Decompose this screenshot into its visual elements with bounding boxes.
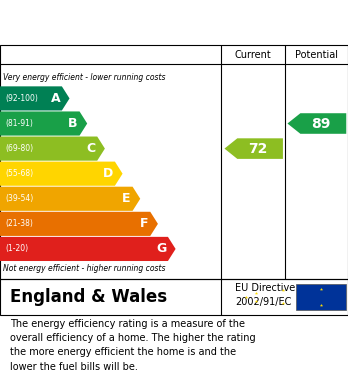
Text: (55-68): (55-68): [5, 169, 33, 178]
Text: England & Wales: England & Wales: [10, 288, 168, 306]
Polygon shape: [0, 187, 140, 211]
Polygon shape: [0, 86, 70, 111]
Text: EU Directive
2002/91/EC: EU Directive 2002/91/EC: [235, 283, 295, 307]
Bar: [295, 284, 346, 310]
Text: Potential: Potential: [295, 50, 338, 59]
Polygon shape: [0, 212, 158, 236]
Text: A: A: [50, 92, 60, 105]
Text: (39-54): (39-54): [5, 194, 33, 203]
Text: 89: 89: [311, 117, 330, 131]
Text: Very energy efficient - lower running costs: Very energy efficient - lower running co…: [3, 74, 166, 83]
Polygon shape: [287, 113, 346, 134]
Text: (69-80): (69-80): [5, 144, 33, 153]
Text: 72: 72: [248, 142, 267, 156]
Polygon shape: [224, 138, 283, 159]
Text: The energy efficiency rating is a measure of the
overall efficiency of a home. T: The energy efficiency rating is a measur…: [10, 319, 256, 372]
Polygon shape: [0, 136, 105, 161]
Text: Energy Efficiency Rating: Energy Efficiency Rating: [10, 13, 239, 32]
Text: G: G: [156, 242, 166, 255]
Polygon shape: [0, 237, 176, 261]
Polygon shape: [0, 111, 87, 136]
Text: E: E: [122, 192, 131, 205]
Text: B: B: [68, 117, 78, 130]
Text: Not energy efficient - higher running costs: Not energy efficient - higher running co…: [3, 264, 166, 273]
Text: (21-38): (21-38): [5, 219, 33, 228]
Text: Current: Current: [235, 50, 271, 59]
Text: C: C: [86, 142, 95, 155]
Polygon shape: [0, 161, 122, 186]
Text: F: F: [140, 217, 149, 230]
Text: (81-91): (81-91): [5, 119, 33, 128]
Text: (92-100): (92-100): [5, 94, 38, 103]
Text: (1-20): (1-20): [5, 244, 28, 253]
Text: D: D: [103, 167, 113, 180]
